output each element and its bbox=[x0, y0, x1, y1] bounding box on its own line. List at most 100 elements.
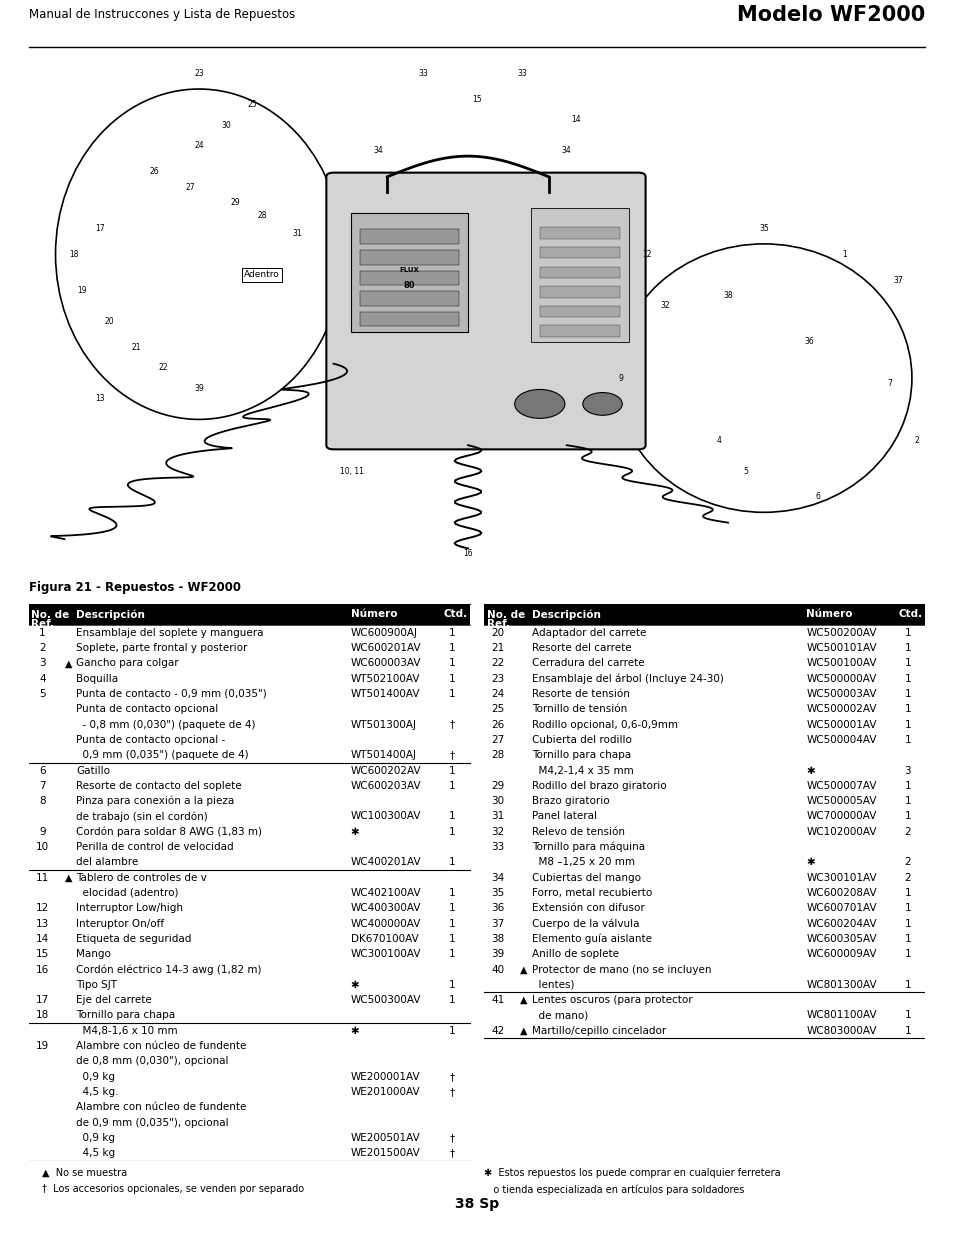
Text: 25: 25 bbox=[491, 704, 504, 714]
Text: 34: 34 bbox=[373, 147, 383, 156]
Text: 11: 11 bbox=[35, 873, 49, 883]
Text: ▲  No se muestra: ▲ No se muestra bbox=[42, 1167, 127, 1178]
Text: ✱: ✱ bbox=[351, 1026, 359, 1036]
Bar bbox=[360, 249, 458, 264]
Text: WC500100AV: WC500100AV bbox=[805, 658, 876, 668]
Text: 14: 14 bbox=[570, 116, 579, 125]
Text: Cordón eléctrico 14-3 awg (1,82 m): Cordón eléctrico 14-3 awg (1,82 m) bbox=[76, 965, 261, 974]
Text: 7: 7 bbox=[886, 379, 891, 388]
Text: 1: 1 bbox=[449, 826, 455, 837]
Text: 1: 1 bbox=[449, 673, 455, 684]
Text: Ref.: Ref. bbox=[486, 619, 510, 630]
Text: Gancho para colgar: Gancho para colgar bbox=[76, 658, 179, 668]
Text: ▲: ▲ bbox=[65, 873, 72, 883]
Text: 29: 29 bbox=[491, 781, 504, 790]
Bar bbox=[360, 270, 458, 285]
Text: WE200501AV: WE200501AV bbox=[351, 1132, 420, 1142]
Circle shape bbox=[582, 393, 621, 415]
Text: 21: 21 bbox=[132, 342, 141, 352]
Text: WC300101AV: WC300101AV bbox=[805, 873, 876, 883]
Text: 4: 4 bbox=[716, 436, 720, 445]
Text: 9: 9 bbox=[39, 826, 46, 837]
Text: ▲: ▲ bbox=[519, 965, 527, 974]
Text: 1: 1 bbox=[449, 781, 455, 790]
Text: 0,9 kg: 0,9 kg bbox=[76, 1132, 115, 1142]
Text: 5: 5 bbox=[742, 467, 748, 475]
Text: 1: 1 bbox=[449, 658, 455, 668]
Bar bbox=[360, 230, 458, 243]
Text: ▲: ▲ bbox=[519, 995, 527, 1005]
Text: Número: Número bbox=[351, 610, 396, 620]
Text: M4,8-1,6 x 10 mm: M4,8-1,6 x 10 mm bbox=[76, 1026, 177, 1036]
Text: 26: 26 bbox=[150, 167, 159, 177]
Text: Gatillo: Gatillo bbox=[76, 766, 111, 776]
FancyBboxPatch shape bbox=[326, 173, 645, 450]
Text: WC500003AV: WC500003AV bbox=[805, 689, 876, 699]
Text: 30: 30 bbox=[221, 121, 231, 130]
Text: ▲: ▲ bbox=[519, 1026, 527, 1036]
Text: Rodillo opcional, 0,6-0,9mm: Rodillo opcional, 0,6-0,9mm bbox=[531, 720, 678, 730]
Text: †: † bbox=[449, 1132, 455, 1142]
Text: 5: 5 bbox=[39, 689, 46, 699]
Text: Martillo/cepillo cincelador: Martillo/cepillo cincelador bbox=[531, 1026, 665, 1036]
Text: Mango: Mango bbox=[76, 950, 112, 960]
Text: 1: 1 bbox=[449, 766, 455, 776]
Text: de mano): de mano) bbox=[531, 1010, 587, 1020]
Bar bbox=[484, 604, 924, 625]
Text: WC400300AV: WC400300AV bbox=[351, 903, 421, 914]
Text: 1: 1 bbox=[903, 627, 910, 637]
Text: WC500300AV: WC500300AV bbox=[351, 995, 421, 1005]
Text: Alambre con núcleo de fundente: Alambre con núcleo de fundente bbox=[76, 1103, 247, 1113]
Text: ✱: ✱ bbox=[805, 766, 814, 776]
Text: WC600204AV: WC600204AV bbox=[805, 919, 876, 929]
Text: 40: 40 bbox=[491, 965, 504, 974]
Text: 12: 12 bbox=[642, 249, 652, 258]
Text: No. de: No. de bbox=[486, 610, 524, 620]
Text: Número: Número bbox=[805, 610, 852, 620]
Text: 33: 33 bbox=[417, 69, 428, 78]
Text: 19: 19 bbox=[77, 285, 87, 295]
Text: Resorte de tensión: Resorte de tensión bbox=[531, 689, 629, 699]
Text: 1: 1 bbox=[449, 811, 455, 821]
Text: ✱  Estos repuestos los puede comprar en cualquier ferretera: ✱ Estos repuestos los puede comprar en c… bbox=[484, 1167, 780, 1178]
Text: 4,5 kg.: 4,5 kg. bbox=[76, 1087, 118, 1097]
Text: WT501400AJ: WT501400AJ bbox=[351, 750, 416, 761]
Text: WC801300AV: WC801300AV bbox=[805, 979, 876, 989]
Text: Ctd.: Ctd. bbox=[443, 610, 467, 620]
Text: Tornillo para máquina: Tornillo para máquina bbox=[531, 842, 644, 852]
Text: 31: 31 bbox=[293, 228, 302, 238]
Text: 1: 1 bbox=[903, 934, 910, 944]
Text: WC600305AV: WC600305AV bbox=[805, 934, 876, 944]
Text: Tablero de controles de v: Tablero de controles de v bbox=[76, 873, 207, 883]
Bar bbox=[539, 227, 619, 238]
Text: lentes): lentes) bbox=[531, 979, 574, 989]
Text: Pinza para conexión a la pieza: Pinza para conexión a la pieza bbox=[76, 795, 234, 806]
Text: Cubierta del rodillo: Cubierta del rodillo bbox=[531, 735, 631, 745]
Text: 13: 13 bbox=[95, 394, 105, 404]
Text: Figura 21 - Repuestos - WF2000: Figura 21 - Repuestos - WF2000 bbox=[29, 582, 240, 594]
Text: 23: 23 bbox=[491, 673, 504, 684]
Text: 4,5 kg: 4,5 kg bbox=[76, 1149, 115, 1158]
Text: ✱: ✱ bbox=[805, 857, 814, 867]
Text: WC500200AV: WC500200AV bbox=[805, 627, 876, 637]
Text: Descripción: Descripción bbox=[531, 609, 600, 620]
Text: 10, 11: 10, 11 bbox=[339, 467, 363, 475]
Text: 33: 33 bbox=[517, 69, 526, 78]
Bar bbox=[360, 312, 458, 326]
Bar bbox=[539, 267, 619, 278]
Text: †: † bbox=[449, 1087, 455, 1097]
Bar bbox=[360, 291, 458, 306]
Text: Adentro: Adentro bbox=[244, 270, 279, 279]
Text: 17: 17 bbox=[95, 224, 105, 233]
Text: WC600003AV: WC600003AV bbox=[351, 658, 421, 668]
Text: WC600202AV: WC600202AV bbox=[351, 766, 421, 776]
Text: 23: 23 bbox=[194, 69, 204, 78]
Text: 1: 1 bbox=[903, 811, 910, 821]
Text: 1: 1 bbox=[449, 919, 455, 929]
Text: 27: 27 bbox=[491, 735, 504, 745]
Text: 21: 21 bbox=[491, 643, 504, 653]
Text: 8: 8 bbox=[39, 797, 46, 806]
Text: Ensamblaje del soplete y manguera: Ensamblaje del soplete y manguera bbox=[76, 627, 263, 637]
Text: 26: 26 bbox=[491, 720, 504, 730]
Bar bbox=[539, 326, 619, 337]
